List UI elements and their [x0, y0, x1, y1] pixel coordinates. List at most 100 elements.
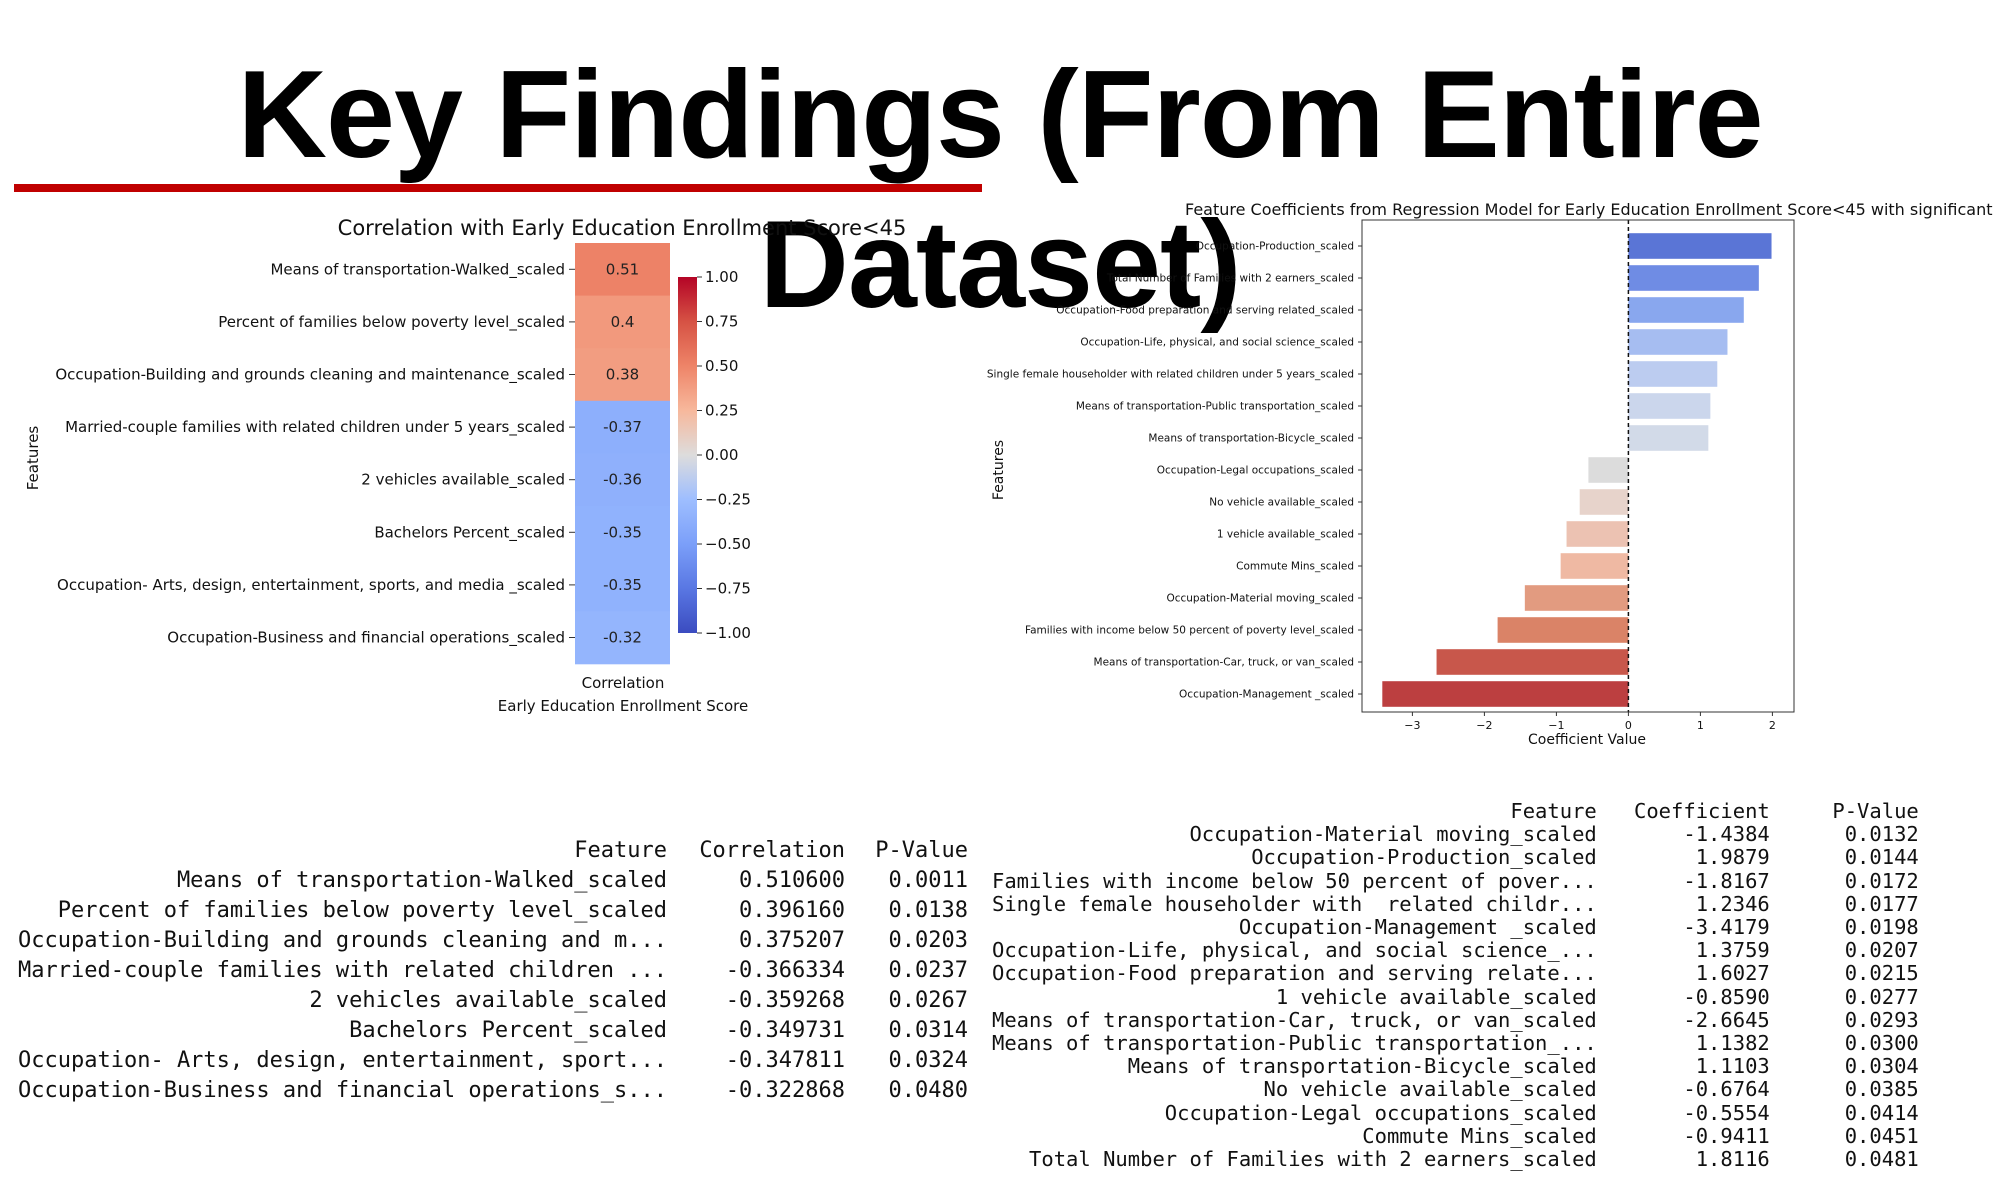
colorbar-tick-label: −0.25: [705, 491, 751, 509]
table2-cell: 0.0177: [1844, 891, 1919, 916]
table1-cell: -0.349731: [725, 1018, 846, 1043]
table1-row: Means of transportation-Walked_scaled 0.5…: [18, 866, 968, 896]
heatmap-cell-value: -0.32: [603, 629, 642, 647]
heatmap-row-label: Married-couple families with related chi…: [65, 418, 565, 437]
table2-cell: Occupation-Legal occupations_scaled: [1164, 1100, 1597, 1125]
heatmap-cell-value: -0.35: [603, 576, 642, 594]
coefficient-bar: [1588, 457, 1629, 483]
coefficient-bar: [1579, 489, 1629, 515]
barchart-category-label: Total Number of Families with 2 earners_…: [1106, 273, 1354, 285]
table2-cell: 1 vehicle available_scaled: [1275, 984, 1597, 1009]
coefficient-bar: [1382, 681, 1629, 707]
table2-cell: 1.2346: [1695, 891, 1770, 916]
barchart-category-label: Occupation-Legal occupations_scaled: [1157, 465, 1354, 477]
table2-cell: 0.0277: [1844, 984, 1919, 1009]
coefficient-bar: [1628, 393, 1711, 419]
colorbar-tick-label: 0.25: [705, 402, 738, 420]
coefficient-bar-chart: Feature Coefficients from Regression Mod…: [987, 200, 1995, 748]
table2-cell: 1.1103: [1695, 1054, 1770, 1079]
coefficient-bar: [1436, 649, 1629, 675]
heatmap-row-label: Occupation-Business and financial operat…: [167, 629, 565, 648]
barchart-category-label: Occupation-Life, physical, and social sc…: [1080, 337, 1354, 349]
barchart-category-label: Occupation-Food preparation and serving …: [1056, 305, 1354, 317]
table2-cell: Single female householder with related c…: [992, 891, 1597, 916]
barchart-x-tick-label: 2: [1769, 719, 1776, 732]
barchart-x-tick-label: −3: [1404, 719, 1420, 732]
table1-cell: -0.347811: [725, 1048, 846, 1073]
table2-cell: -2.6645: [1683, 1007, 1770, 1032]
table2-header-coefficient: Coefficient: [1634, 799, 1770, 823]
coefficient-bar: [1628, 329, 1728, 355]
table2-cell: 0.0481: [1844, 1147, 1919, 1172]
table1-cell: Occupation-Business and financial operat…: [18, 1078, 668, 1103]
table1-row: Bachelors Percent_scaled -0.349731 0.0314: [18, 1016, 968, 1046]
table2-cell: -0.6764: [1683, 1077, 1770, 1102]
table2-cell: 0.0215: [1844, 961, 1919, 986]
heatmap-xlabel-line2: Early Education Enrollment Score: [498, 697, 748, 715]
table1-cell: Means of transportation-Walked_scaled: [176, 868, 668, 893]
table2-cell: 0.0132: [1844, 822, 1919, 847]
table1-cell: -0.366334: [725, 958, 846, 983]
table2-cell: Occupation-Management _scaled: [1238, 915, 1597, 940]
barchart-category-label: Means of transportation-Public transport…: [1076, 401, 1354, 413]
table1-row: Occupation-Building and grounds cleaning…: [18, 926, 968, 956]
coefficient-bar: [1628, 233, 1772, 259]
coefficient-bar: [1566, 521, 1629, 547]
table2-cell: 1.1382: [1695, 1031, 1770, 1056]
table2-cell: 0.0198: [1844, 915, 1919, 940]
heatmap-cell-value: -0.35: [603, 523, 642, 541]
heatmap-row-label: Occupation-Building and grounds cleaning…: [55, 366, 565, 385]
table1-cell: -0.322868: [725, 1078, 846, 1103]
table2-cell: Means of transportation-Public transport…: [992, 1031, 1597, 1056]
table2-cell: 0.0451: [1844, 1123, 1919, 1148]
barchart-category-label: Commute Mins_scaled: [1236, 561, 1354, 573]
table2-cell: Occupation-Production_scaled: [1251, 845, 1597, 870]
table2-cell: 0.0207: [1844, 938, 1919, 963]
table2-cell: No vehicle available_scaled: [1263, 1077, 1597, 1102]
barchart-x-tick-label: 0: [1625, 719, 1632, 732]
heatmap-ylabel: Features: [24, 426, 42, 491]
table2-cell: -0.9411: [1683, 1123, 1770, 1148]
heatmap-cell: [575, 348, 670, 402]
table2-cell: -0.5554: [1683, 1100, 1770, 1125]
table2-cell: Means of transportation-Car, truck, or v…: [992, 1007, 1597, 1032]
heatmap-row-label: Bachelors Percent_scaled: [374, 523, 565, 542]
table2-cell: Occupation-Life, physical, and social sc…: [992, 938, 1597, 963]
table2-row: Means of transportation-Public transport…: [992, 1031, 1919, 1056]
page-title: Key Findings (From Entire Dataset): [237, 46, 1763, 334]
table2-cell: 0.0293: [1844, 1007, 1919, 1032]
heatmap-cell: [575, 400, 670, 454]
table2-cell: 0.0144: [1844, 845, 1919, 870]
table2-row: No vehicle available_scaled -0.6764 0.0385: [992, 1078, 1919, 1101]
table1-cell: 0.375207: [739, 928, 846, 953]
table2-row: Single female householder with related c…: [992, 891, 1919, 916]
heatmap-cell: [575, 506, 670, 560]
coefficient-bar: [1497, 617, 1629, 643]
table2-cell: 0.0300: [1844, 1031, 1919, 1056]
coefficient-table: Feature Coefficient P-Value Occupation-M…: [992, 752, 1919, 1195]
table2-cell: 1.3759: [1695, 938, 1770, 963]
table2-header-pvalue: P-Value: [1832, 799, 1919, 823]
table2-row: 1 vehicle available_scaled -0.8590 0.0277: [992, 984, 1919, 1009]
heatmap-cell: [575, 558, 670, 612]
table2-cell: 1.8116: [1695, 1147, 1770, 1172]
heatmap-cell: [575, 295, 670, 349]
table2-row: Total Number of Families with 2 earners_…: [992, 1147, 1919, 1172]
table2-cell: -1.4384: [1683, 822, 1770, 847]
table1-cell: -0.359268: [725, 988, 846, 1013]
coefficient-bar: [1524, 585, 1629, 611]
table1-cell: Occupation- Arts, design, entertainment,…: [18, 1048, 668, 1073]
table2-row: Occupation-Legal occupations_scaled -0.55…: [992, 1100, 1919, 1125]
heatmap-cell-value: 0.38: [606, 366, 639, 384]
coefficient-bar: [1628, 297, 1744, 323]
table1-header-pvalue: P-Value: [875, 838, 969, 863]
colorbar-tick-label: −0.75: [705, 580, 751, 598]
table2-row: Commute Mins_scaled -0.9411 0.0451: [992, 1123, 1919, 1148]
heatmap-cell-value: 0.51: [606, 260, 639, 278]
table1-row: Occupation-Business and financial operat…: [18, 1076, 968, 1106]
colorbar-tick-label: 0.50: [705, 357, 738, 375]
table2-cell: Means of transportation-Bicycle_scaled: [1127, 1054, 1597, 1079]
coefficient-bar: [1628, 425, 1709, 451]
barchart-ylabel: Features: [991, 440, 1007, 500]
title-underline: [14, 184, 982, 192]
